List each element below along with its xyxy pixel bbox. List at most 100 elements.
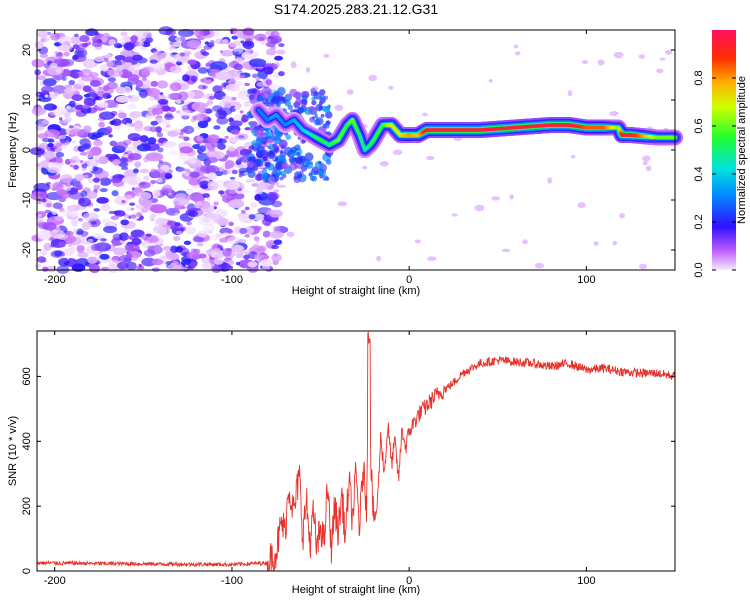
noise-dot bbox=[284, 93, 292, 102]
noise-dot bbox=[414, 239, 421, 244]
noise-dot bbox=[179, 52, 185, 57]
noise-dot bbox=[84, 72, 90, 77]
noise-dot bbox=[217, 143, 226, 150]
noise-dot bbox=[44, 94, 49, 98]
noise-dot bbox=[58, 196, 66, 203]
noise-dot bbox=[81, 163, 88, 169]
noise-dot bbox=[172, 235, 181, 241]
noise-dot bbox=[52, 202, 63, 210]
noise-dot bbox=[422, 112, 428, 117]
spectrogram-x-label: Height of straight line (km) bbox=[292, 285, 420, 297]
noise-dot bbox=[89, 79, 101, 88]
noise-dot bbox=[58, 257, 70, 267]
snr-line bbox=[36, 331, 676, 571]
noise-dot bbox=[207, 172, 217, 180]
noise-dot bbox=[308, 172, 313, 177]
noise-dot bbox=[167, 92, 180, 100]
noise-dot bbox=[44, 209, 52, 214]
x-tick-label: -100 bbox=[221, 274, 243, 286]
y-tick-label: -20 bbox=[21, 242, 33, 258]
noise-dot bbox=[55, 52, 64, 59]
noise-dot bbox=[198, 145, 207, 152]
snr-frame bbox=[36, 330, 676, 572]
noise-dot bbox=[178, 227, 185, 232]
noise-dot bbox=[178, 109, 192, 117]
noise-dot bbox=[227, 146, 236, 152]
y-tick-label: -10 bbox=[21, 192, 33, 208]
noise-dot bbox=[491, 196, 501, 201]
y-tick-label: 200 bbox=[21, 497, 33, 515]
noise-dot bbox=[125, 122, 131, 127]
noise-dot bbox=[47, 142, 54, 148]
noise-dot bbox=[314, 112, 318, 116]
noise-dot bbox=[254, 188, 264, 195]
noise-dot bbox=[99, 177, 112, 186]
noise-dot bbox=[185, 188, 194, 195]
noise-dot bbox=[253, 236, 260, 242]
noise-dot bbox=[59, 117, 63, 121]
noise-dot bbox=[152, 50, 162, 57]
noise-dot bbox=[134, 41, 145, 47]
noise-dot bbox=[140, 46, 147, 51]
noise-dot bbox=[139, 135, 149, 143]
noise-dot bbox=[108, 210, 116, 215]
noise-dot bbox=[201, 51, 210, 56]
noise-dot bbox=[96, 101, 109, 108]
spectrogram-noise-dots bbox=[29, 26, 673, 274]
noise-dot bbox=[82, 143, 91, 150]
noise-dot bbox=[426, 256, 437, 261]
noise-dot bbox=[192, 236, 204, 243]
colorbar-tick-label: 0.0 bbox=[693, 262, 705, 277]
noise-dot bbox=[143, 142, 160, 152]
noise-dot bbox=[251, 88, 257, 94]
noise-dot bbox=[227, 80, 232, 84]
noise-dot bbox=[270, 181, 280, 186]
noise-dot bbox=[239, 227, 248, 235]
noise-dot bbox=[276, 184, 287, 188]
noise-dot bbox=[275, 131, 280, 136]
noise-dot bbox=[74, 104, 85, 111]
noise-dot bbox=[174, 36, 181, 42]
colorbar-gradient bbox=[712, 30, 736, 270]
colorbar-tick-label: 0.2 bbox=[693, 214, 705, 229]
noise-dot bbox=[204, 79, 212, 85]
noise-dot bbox=[79, 160, 84, 164]
noise-dot bbox=[135, 263, 140, 267]
noise-dot bbox=[107, 68, 124, 78]
spectrogram-x-ticks: -200 -100 0 100 bbox=[44, 30, 596, 286]
colorbar-label: Normalized spectral amplitude bbox=[736, 76, 748, 224]
noise-dot bbox=[49, 112, 55, 116]
noise-dot bbox=[124, 62, 133, 67]
noise-dot bbox=[37, 213, 42, 218]
noise-dot bbox=[133, 187, 142, 193]
noise-dot bbox=[216, 218, 230, 226]
noise-dot bbox=[314, 114, 319, 119]
spectrogram-y-label: Frequency (Hz) bbox=[7, 112, 19, 188]
noise-dot bbox=[177, 91, 189, 101]
noise-dot bbox=[248, 214, 256, 220]
noise-dot bbox=[191, 101, 207, 111]
noise-dot bbox=[368, 74, 378, 82]
noise-dot bbox=[108, 259, 120, 268]
noise-dot bbox=[80, 190, 88, 198]
noise-dot bbox=[206, 157, 219, 164]
noise-dot bbox=[261, 97, 269, 105]
noise-dot bbox=[256, 150, 263, 158]
noise-dot bbox=[522, 239, 528, 245]
noise-dot bbox=[263, 66, 274, 75]
noise-dot bbox=[196, 135, 204, 142]
noise-dot bbox=[638, 263, 647, 270]
noise-dot bbox=[274, 156, 279, 161]
noise-dot bbox=[234, 105, 241, 110]
noise-dot bbox=[38, 95, 52, 103]
noise-dot bbox=[43, 37, 50, 43]
noise-dot bbox=[186, 39, 201, 49]
noise-dot bbox=[55, 142, 63, 148]
noise-dot bbox=[101, 218, 111, 224]
noise-dot bbox=[87, 256, 98, 264]
noise-dot bbox=[157, 147, 164, 153]
noise-dot bbox=[207, 134, 220, 144]
noise-dot bbox=[142, 76, 147, 81]
noise-dot bbox=[113, 247, 127, 256]
noise-dot bbox=[42, 266, 49, 272]
